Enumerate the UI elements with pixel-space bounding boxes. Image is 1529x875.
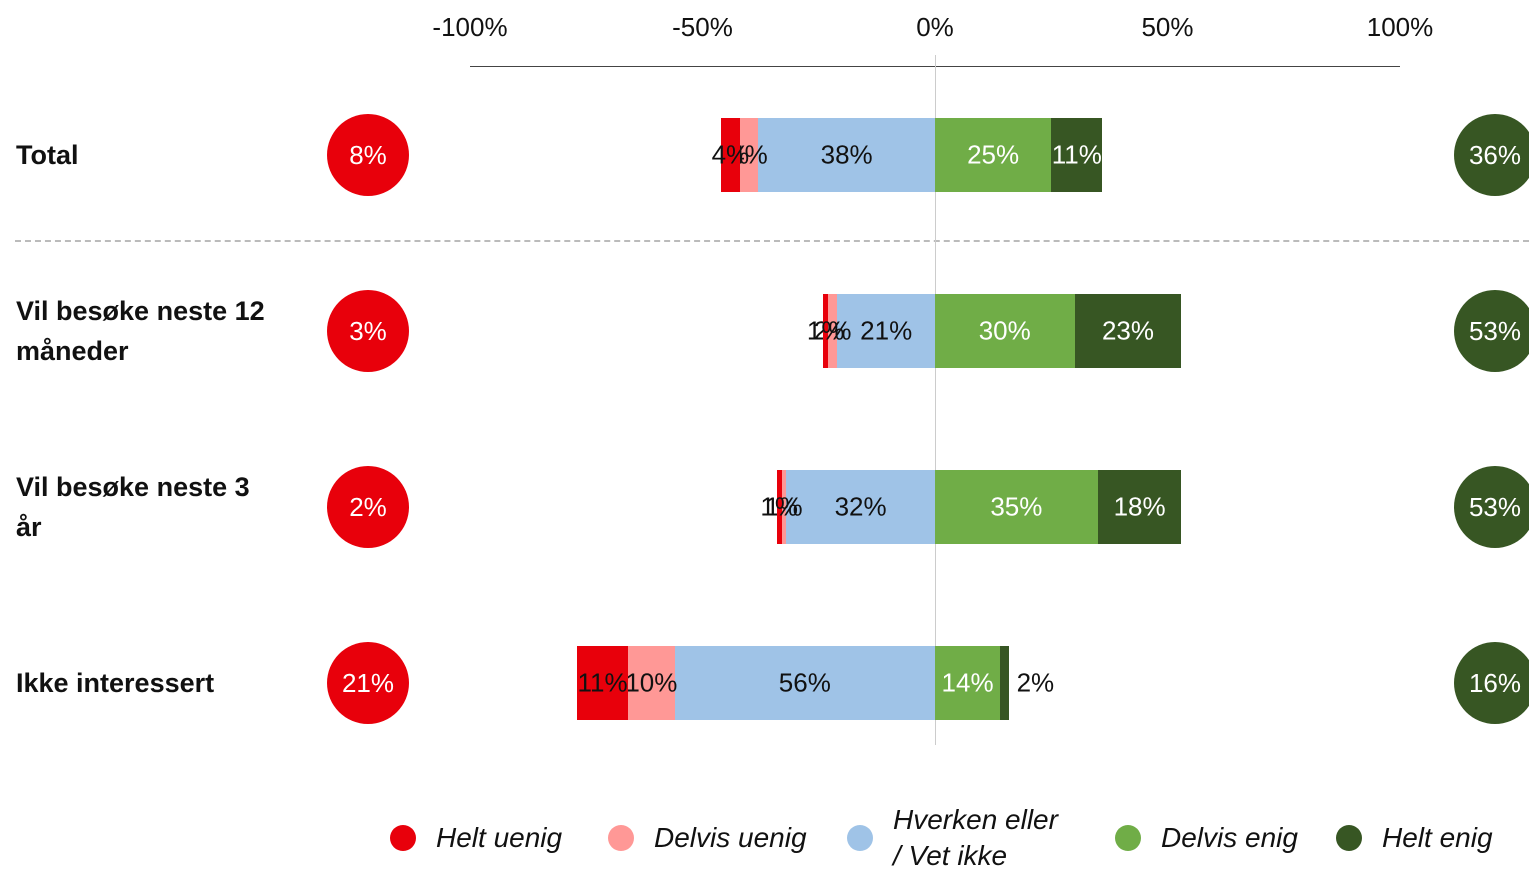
value-label: 11% bbox=[1051, 139, 1102, 170]
value-label: 4% bbox=[711, 139, 750, 170]
x-tick-label: 100% bbox=[1366, 12, 1434, 42]
bar-segment bbox=[828, 294, 838, 368]
zero-line bbox=[935, 55, 936, 745]
value-label: 23% bbox=[1101, 315, 1154, 346]
legend-swatch bbox=[1336, 825, 1362, 851]
value-label: 11% bbox=[577, 667, 628, 698]
value-label: 18% bbox=[1113, 491, 1166, 522]
value-label: 1% bbox=[760, 491, 799, 522]
value-label: 14% bbox=[941, 667, 994, 698]
bar-segment bbox=[776, 470, 782, 544]
category-label: Vil besøke neste 12 måneder bbox=[16, 296, 265, 366]
legend-item: Delvis uenig bbox=[608, 808, 828, 868]
legend-item: Hverken eller / Vet ikke bbox=[847, 804, 1067, 871]
category-label: Total bbox=[16, 140, 79, 170]
legend-label: Hverken eller / Vet ikke bbox=[893, 804, 1058, 871]
bar-segment bbox=[628, 646, 675, 720]
bar-segment bbox=[1074, 294, 1182, 368]
bar-segment bbox=[739, 118, 759, 192]
bar-segment bbox=[781, 470, 787, 544]
legend-swatch bbox=[390, 825, 416, 851]
x-tick-label: 0% bbox=[916, 12, 954, 42]
agree-total: 16% bbox=[1454, 642, 1529, 724]
disagree-total: 21% bbox=[327, 642, 409, 724]
bar-segment bbox=[935, 118, 1052, 192]
bar-segment bbox=[823, 294, 829, 368]
legend-label: Delvis enig bbox=[1161, 822, 1298, 853]
legend-label: Helt uenig bbox=[436, 822, 563, 853]
category-label: Ikke interessert bbox=[16, 668, 215, 698]
value-label: 10% bbox=[625, 667, 678, 698]
value-label: 2% bbox=[1016, 667, 1055, 698]
value-label: 56% bbox=[778, 667, 831, 698]
bar-segment bbox=[935, 646, 1001, 720]
value-label: 1% bbox=[765, 491, 803, 522]
legend-item: Helt uenig bbox=[390, 808, 590, 868]
agree-total: 53% bbox=[1454, 290, 1529, 372]
bar-segment bbox=[721, 118, 740, 192]
value-label: 30% bbox=[978, 315, 1031, 346]
value-label: 21% bbox=[860, 315, 913, 346]
disagree-total: 3% bbox=[327, 290, 409, 372]
value-label: 38% bbox=[820, 139, 873, 170]
legend-swatch bbox=[847, 825, 873, 851]
value-label: 1% bbox=[806, 315, 845, 346]
disagree-total: 2% bbox=[327, 466, 409, 548]
x-tick-label: -100% bbox=[432, 12, 508, 42]
bar-segment bbox=[674, 646, 935, 720]
bar-segment bbox=[786, 470, 935, 544]
category-label: Vil besøke neste 3 år bbox=[16, 472, 250, 542]
bar-segment bbox=[1097, 470, 1182, 544]
agree-total: 36% bbox=[1454, 114, 1529, 196]
bar-segment bbox=[837, 294, 935, 368]
x-tick-label: 50% bbox=[1141, 12, 1194, 42]
bar-segment bbox=[758, 118, 935, 192]
legend-swatch bbox=[608, 825, 634, 851]
legend-label: Helt enig bbox=[1382, 822, 1493, 853]
value-label: 25% bbox=[967, 139, 1020, 170]
value-label: 32% bbox=[834, 491, 887, 522]
separator bbox=[15, 240, 1529, 242]
legend-item: Helt enig bbox=[1336, 808, 1516, 868]
agree-total: 53% bbox=[1454, 466, 1529, 548]
bar-segment bbox=[576, 646, 629, 720]
legend-item: Delvis enig bbox=[1115, 808, 1315, 868]
bar-segment bbox=[1051, 118, 1103, 192]
legend-swatch bbox=[1115, 825, 1141, 851]
legend-label: Delvis uenig bbox=[654, 822, 807, 853]
bar-segment bbox=[935, 294, 1075, 368]
value-label: 35% bbox=[990, 491, 1043, 522]
bar-segment bbox=[935, 470, 1098, 544]
value-label: 2% bbox=[813, 315, 852, 346]
bar-segment bbox=[1000, 646, 1010, 720]
x-tick-label: -50% bbox=[672, 12, 733, 42]
disagree-total: 8% bbox=[327, 114, 409, 196]
